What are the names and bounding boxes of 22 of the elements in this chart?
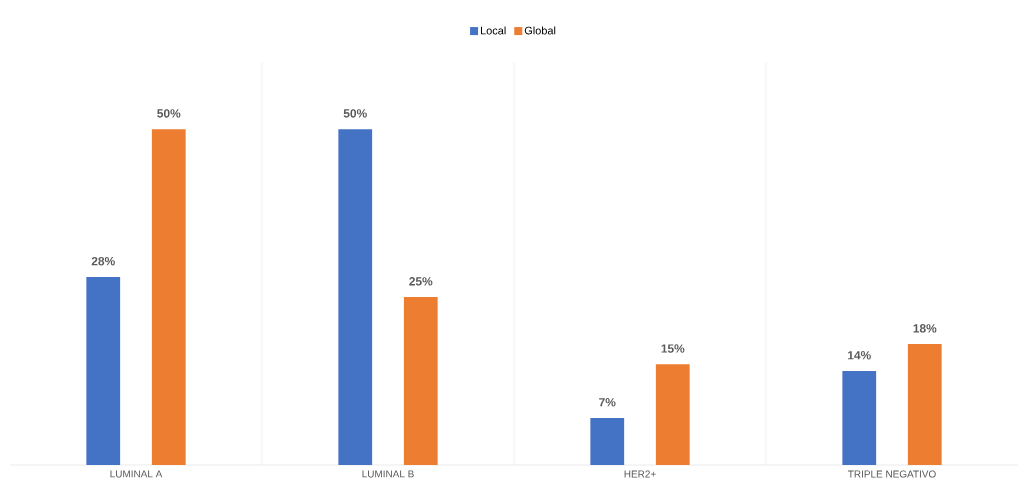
bar <box>403 297 438 465</box>
bar <box>151 129 186 465</box>
bar <box>655 364 690 465</box>
bar <box>590 417 625 465</box>
data-label: 50% <box>157 109 181 118</box>
x-tick-label: HER2+ <box>624 470 656 478</box>
legend-label: Local <box>480 26 506 35</box>
bar <box>338 129 373 465</box>
data-label: 15% <box>661 344 685 353</box>
data-label: 7% <box>599 398 616 407</box>
data-label: 28% <box>91 256 115 266</box>
x-tick-label: LUMINAL B <box>362 470 414 478</box>
data-label: 25% <box>409 277 433 286</box>
data-label: 50% <box>343 109 367 118</box>
x-tick-label: TRIPLE NEGATIVO <box>848 470 936 478</box>
data-label: 18% <box>913 324 937 333</box>
data-label: 14% <box>848 351 871 360</box>
bar <box>842 370 877 465</box>
legend-label: Global <box>524 26 556 35</box>
x-tick-label: LUMINAL A <box>110 470 163 478</box>
bar <box>907 344 942 465</box>
bar <box>86 276 121 465</box>
